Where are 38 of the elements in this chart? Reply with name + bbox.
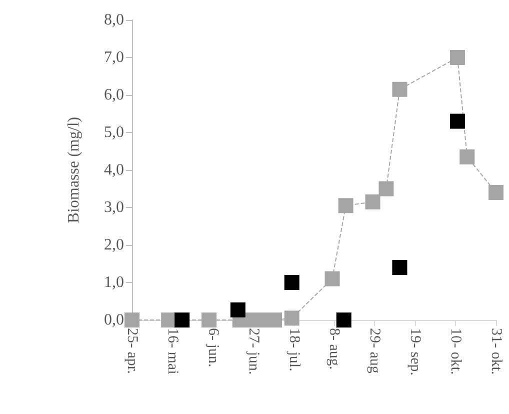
x-tick-label: 16- mai bbox=[164, 328, 180, 374]
point bbox=[284, 310, 300, 326]
point bbox=[124, 312, 140, 328]
y-tick-label: 2,0 bbox=[104, 236, 124, 254]
x-tick-label: 10- okt. bbox=[448, 328, 464, 375]
point bbox=[336, 312, 352, 328]
point bbox=[202, 312, 217, 328]
y-axis-title: Biomasse (mg/l) bbox=[66, 116, 82, 224]
point bbox=[230, 302, 246, 318]
y-tick-label: 6,0 bbox=[104, 86, 124, 104]
point bbox=[324, 271, 340, 286]
x-tick-label: 19- sep. bbox=[407, 328, 424, 376]
point bbox=[338, 198, 354, 214]
x-tick-label: 18- jul. bbox=[286, 328, 302, 372]
x-tick-label: 8- aug. bbox=[326, 328, 342, 370]
point bbox=[460, 149, 475, 164]
y-tick-label: 5,0 bbox=[104, 124, 124, 141]
x-tick-label: 29- aug bbox=[366, 328, 383, 374]
x-tick-label: 31- okt. bbox=[488, 328, 504, 375]
point bbox=[488, 185, 504, 200]
x-tick-label: 27- jun. bbox=[245, 328, 262, 375]
point bbox=[392, 260, 408, 275]
point bbox=[378, 181, 394, 196]
point bbox=[392, 82, 408, 97]
y-tick-label: 3,0 bbox=[104, 199, 124, 216]
x-tick-label: 25- apr. bbox=[124, 328, 140, 374]
point bbox=[174, 312, 190, 328]
point bbox=[450, 50, 465, 65]
y-tick-label: 8,0 bbox=[104, 12, 124, 28]
y-tick-label: 1,0 bbox=[104, 274, 124, 291]
x-tick-label: 6- jun. bbox=[204, 328, 221, 368]
point bbox=[284, 275, 300, 290]
point bbox=[450, 114, 465, 129]
point bbox=[365, 194, 380, 210]
point bbox=[161, 312, 176, 328]
y-tick-label: 0,0 bbox=[104, 312, 124, 328]
y-tick-label: 4,0 bbox=[104, 162, 124, 178]
y-tick-label: 7,0 bbox=[104, 49, 124, 66]
